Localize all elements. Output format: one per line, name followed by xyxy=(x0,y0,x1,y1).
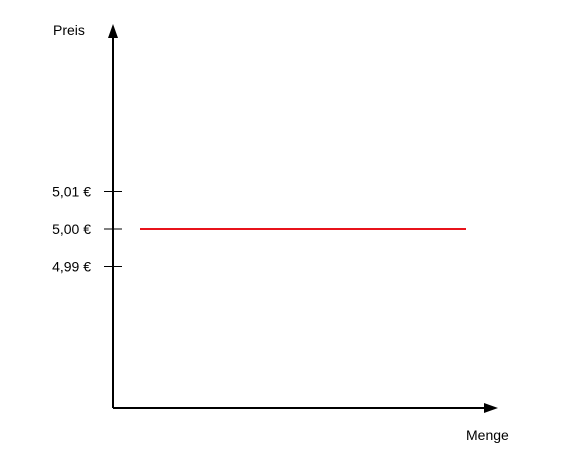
y-tick-label: 5,01 € xyxy=(52,184,91,200)
y-tick-label: 5,00 € xyxy=(52,221,91,237)
y-axis-arrow-icon xyxy=(108,24,118,38)
x-axis-arrow-icon xyxy=(484,403,498,413)
y-ticks: 5,01 € 5,00 € 4,99 € xyxy=(52,184,122,275)
y-tick-label: 4,99 € xyxy=(52,259,91,275)
x-axis-label: Menge xyxy=(466,427,509,443)
y-axis-label: Preis xyxy=(53,22,85,38)
